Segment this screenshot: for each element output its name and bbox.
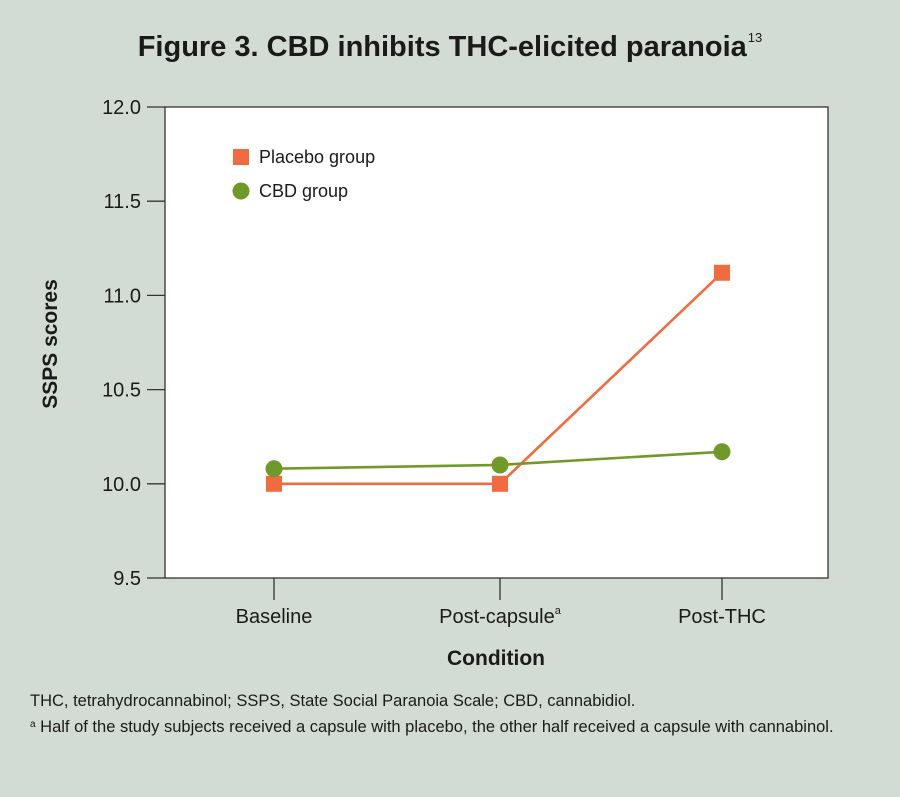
capsule-footnote: a Half of the study subjects received a … xyxy=(30,713,880,739)
y-tick-label: 10.0 xyxy=(102,474,141,496)
legend-label: Placebo group xyxy=(259,147,375,167)
x-tick-label-text: Baseline xyxy=(236,606,313,628)
placebo-point xyxy=(714,264,730,281)
figure-title-text: Figure 3. CBD inhibits THC-elicited para… xyxy=(137,31,747,63)
legend-label: CBD group xyxy=(259,181,348,201)
footnotes: THC, tetrahydrocannabinol; SSPS, State S… xyxy=(30,690,880,739)
placebo-point xyxy=(266,475,282,492)
abbreviations-note: THC, tetrahydrocannabinol; SSPS, State S… xyxy=(30,692,636,710)
x-tick-label-text: Post-capsule xyxy=(439,606,555,628)
x-tick-label: Post-THC xyxy=(678,606,766,628)
y-tick-label: 9.5 xyxy=(113,568,141,590)
figure-title: Figure 3. CBD inhibits THC-elicited para… xyxy=(0,30,900,64)
legend-square-icon xyxy=(233,149,249,165)
footnote-text: Half of the study subjects received a ca… xyxy=(40,718,834,736)
y-tick-label: 11.5 xyxy=(104,191,141,213)
y-tick-label: 10.5 xyxy=(102,380,141,402)
legend-circle-icon xyxy=(232,182,250,200)
x-tick-label: Baseline xyxy=(236,606,313,628)
cbd-point xyxy=(265,460,283,478)
x-tick-label-text: Post-THC xyxy=(678,606,766,628)
y-tick-label: 11.0 xyxy=(104,285,141,307)
plot-area xyxy=(164,106,829,579)
y-tick-label: 12.0 xyxy=(102,97,141,119)
placebo-point xyxy=(492,475,508,492)
y-axis-title: SSPS scores xyxy=(39,279,62,409)
title-reference: 13 xyxy=(747,30,763,45)
footnote-mark: a xyxy=(30,719,36,730)
x-tick-label: Post-capsulea xyxy=(439,605,562,628)
x-tick-label-mark: a xyxy=(555,605,562,617)
line-chart: 9.5 10.0 10.5 11.0 11.5 12.0 Baseline Post-cap… xyxy=(39,97,829,670)
cbd-point xyxy=(713,443,731,461)
cbd-point xyxy=(491,456,509,474)
x-axis-title: Condition xyxy=(447,647,545,670)
